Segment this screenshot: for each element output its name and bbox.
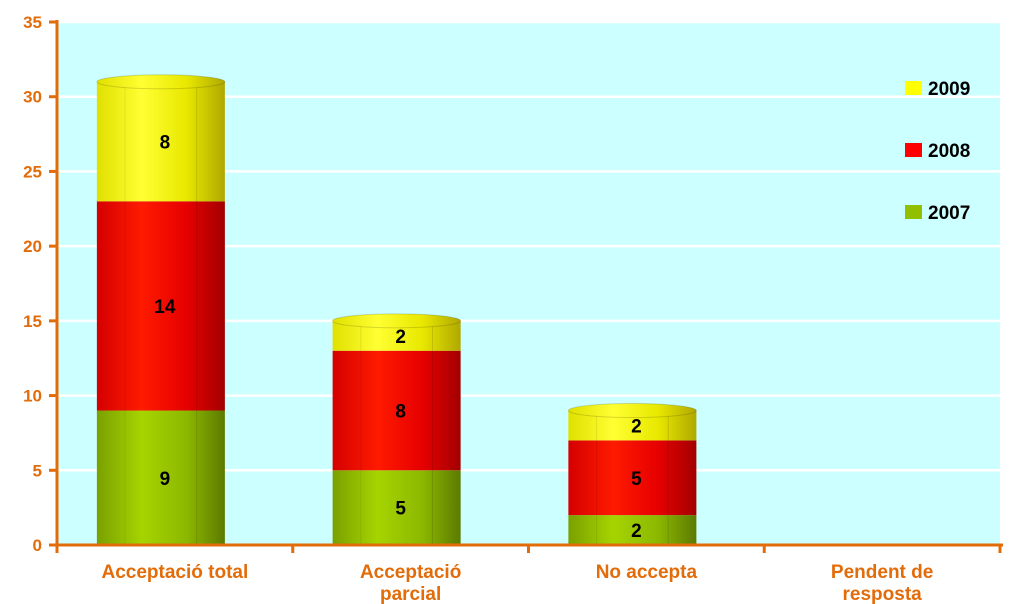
- y-tick-label: 5: [33, 461, 42, 480]
- bar-segment: [332, 470, 461, 545]
- bar-segment: [568, 515, 697, 545]
- data-label: 2: [631, 416, 642, 437]
- legend-label: 2009: [928, 79, 970, 100]
- bar-segment: [96, 81, 225, 202]
- y-tick-label: 35: [23, 13, 42, 32]
- x-category-label: No accepta: [596, 562, 698, 583]
- bars: 9 14 8 5 8 2 2 5 2: [96, 74, 697, 545]
- x-category-label: Acceptació parcial: [360, 562, 461, 604]
- x-categories: Acceptació total Acceptació parcial No acce…: [55, 545, 1002, 604]
- data-label: 5: [395, 499, 406, 520]
- x-category-label: Pendent de resposta: [831, 562, 933, 604]
- bar-segment: [96, 410, 225, 545]
- y-tick-label: 20: [23, 237, 42, 256]
- legend: 2009 2008 2007: [905, 79, 970, 224]
- y-tick-label: 10: [23, 387, 42, 406]
- legend-swatch: [905, 143, 922, 157]
- y-tick-label: 0: [33, 536, 42, 555]
- data-label: 14: [154, 297, 176, 318]
- data-label: 8: [160, 133, 171, 154]
- bar-cap: [567, 403, 697, 419]
- legend-label: 2007: [928, 203, 970, 224]
- bar-cap: [332, 313, 462, 329]
- legend-swatch: [905, 205, 922, 219]
- x-category-label: Acceptació total: [101, 562, 248, 583]
- data-label: 2: [395, 327, 406, 348]
- data-label: 8: [395, 402, 406, 423]
- y-ticks: 0 5 10 15 20 25 30 35: [23, 13, 57, 555]
- legend-label: 2008: [928, 141, 970, 162]
- data-label: 2: [631, 521, 642, 542]
- data-label: 9: [160, 469, 171, 490]
- bar-segment: [332, 350, 461, 471]
- y-tick-label: 15: [23, 312, 42, 331]
- data-label: 5: [631, 469, 642, 490]
- legend-swatch: [905, 81, 922, 95]
- bar-cap: [96, 74, 226, 90]
- bar-segment: [568, 440, 697, 516]
- y-tick-label: 30: [23, 88, 42, 107]
- bar-segment: [96, 201, 225, 411]
- y-tick-label: 25: [23, 162, 42, 181]
